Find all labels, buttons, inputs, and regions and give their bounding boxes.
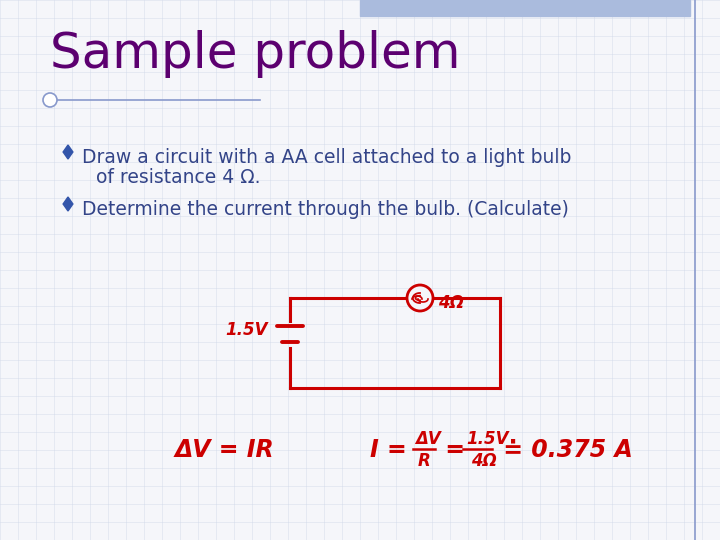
Text: 1.5V: 1.5V <box>466 430 508 448</box>
Text: Draw a circuit with a AA cell attached to a light bulb: Draw a circuit with a AA cell attached t… <box>82 148 572 167</box>
Polygon shape <box>63 145 73 159</box>
Text: Sample problem: Sample problem <box>50 30 461 78</box>
Text: ΔV: ΔV <box>415 430 441 448</box>
Polygon shape <box>63 197 73 211</box>
Text: R: R <box>418 452 431 470</box>
Circle shape <box>407 285 433 311</box>
Text: 1.5V: 1.5V <box>225 321 268 339</box>
Circle shape <box>43 93 57 107</box>
Text: 4Ω: 4Ω <box>438 294 464 312</box>
Text: ΔV = IR: ΔV = IR <box>175 438 275 462</box>
Text: ≐ 0.375 A: ≐ 0.375 A <box>495 438 633 462</box>
Text: =: = <box>437 438 465 462</box>
Text: 4Ω: 4Ω <box>471 452 497 470</box>
Text: I =: I = <box>370 438 415 462</box>
Bar <box>360 0 690 16</box>
Text: of resistance 4 Ω.: of resistance 4 Ω. <box>96 168 261 187</box>
Text: Determine the current through the bulb. (Calculate): Determine the current through the bulb. … <box>82 200 569 219</box>
